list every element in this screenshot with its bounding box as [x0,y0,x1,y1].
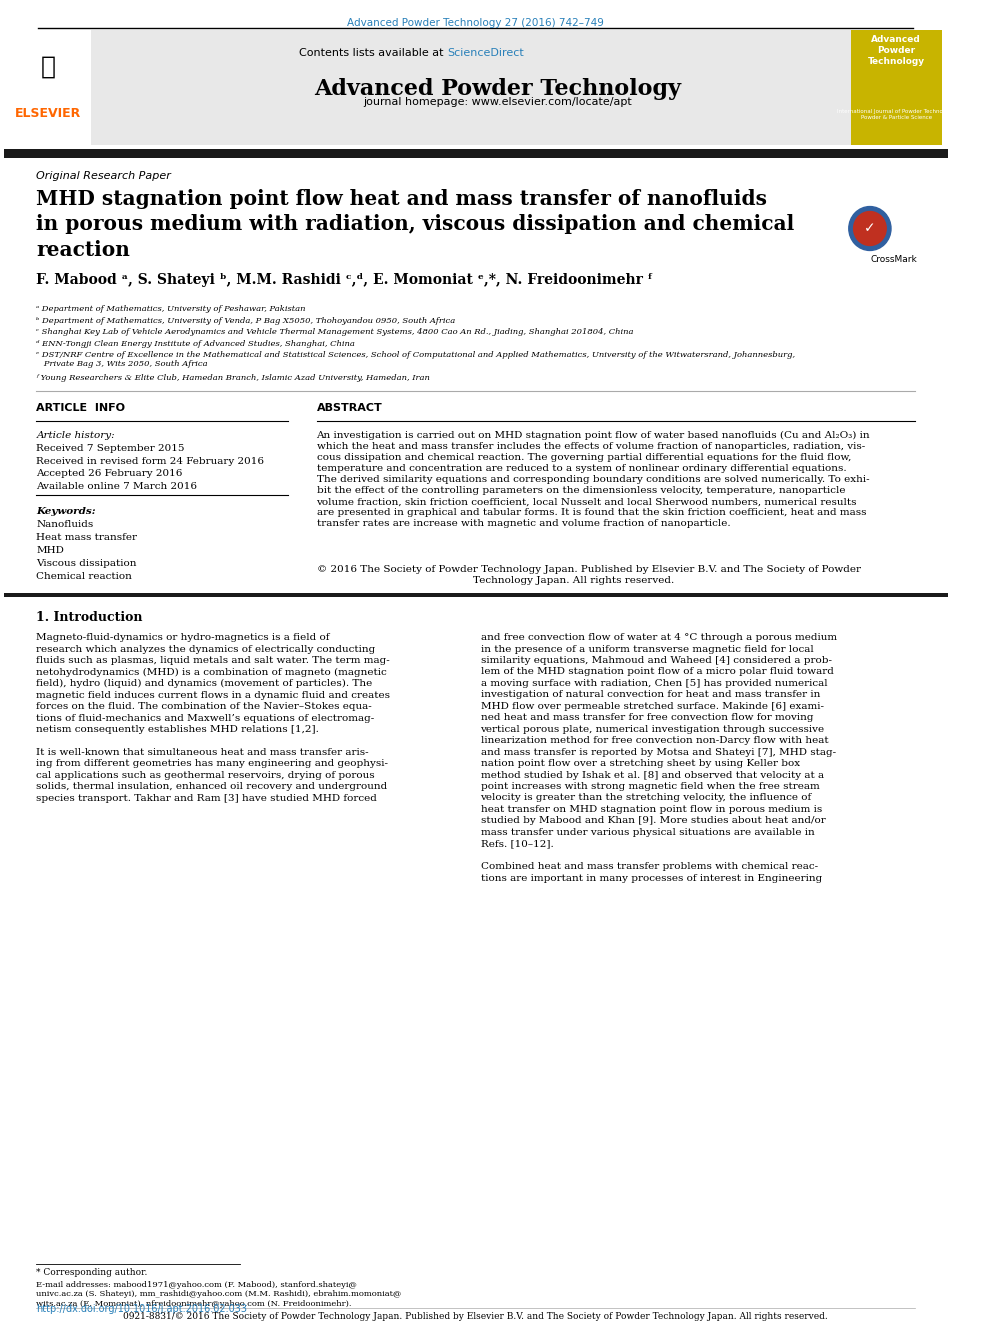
Text: ABSTRACT: ABSTRACT [316,402,382,413]
Bar [4,593,947,597]
Text: ✓: ✓ [864,221,876,235]
Text: Advanced Powder Technology: Advanced Powder Technology [313,78,681,99]
Text: Viscous dissipation: Viscous dissipation [37,560,137,569]
Text: Contents lists available at: Contents lists available at [299,48,447,58]
Text: Received 7 September 2015: Received 7 September 2015 [37,443,185,452]
Text: ᶠ Young Researchers & Elite Club, Hamedan Branch, Islamic Azad University, Hamed: ᶠ Young Researchers & Elite Club, Hameda… [37,374,431,382]
Text: CrossMark: CrossMark [871,255,918,265]
Text: Advanced Powder Technology 27 (2016) 742–749: Advanced Powder Technology 27 (2016) 742… [347,19,604,28]
FancyBboxPatch shape [5,30,91,144]
Text: ELSEVIER: ELSEVIER [15,107,81,120]
Text: 0921-8831/© 2016 The Society of Powder Technology Japan. Published by Elsevier B: 0921-8831/© 2016 The Society of Powder T… [123,1312,828,1322]
Text: Nanofluids: Nanofluids [37,520,93,529]
Text: ScienceDirect: ScienceDirect [447,48,524,58]
Text: Accepted 26 February 2016: Accepted 26 February 2016 [37,470,183,479]
Text: An investigation is carried out on MHD stagnation point flow of water based nano: An investigation is carried out on MHD s… [316,430,870,528]
Text: Original Research Paper: Original Research Paper [37,171,172,181]
Text: Magneto-fluid-dynamics or hydro-magnetics is a field of
research which analyzes : Magneto-fluid-dynamics or hydro-magnetic… [37,634,391,803]
Text: journal homepage: www.elsevier.com/locate/apt: journal homepage: www.elsevier.com/locat… [363,97,632,107]
Text: Article history:: Article history: [37,430,115,439]
Text: Received in revised form 24 February 2016: Received in revised form 24 February 201… [37,456,265,466]
Text: ARTICLE  INFO: ARTICLE INFO [37,402,125,413]
Text: E-mail addresses: mabood1971@yahoo.com (F. Mabood), stanford.shateyi@
univc.ac.z: E-mail addresses: mabood1971@yahoo.com (… [37,1281,402,1307]
Text: ᵇ Department of Mathematics, University of Venda, P Bag X5050, Thohoyandou 0950,: ᵇ Department of Mathematics, University … [37,316,455,325]
Text: ᵃ Department of Mathematics, University of Peshawar, Pakistan: ᵃ Department of Mathematics, University … [37,306,306,314]
Text: * Corresponding author.: * Corresponding author. [37,1269,148,1277]
Text: Keywords:: Keywords: [37,508,96,516]
Text: MHD stagnation point flow heat and mass transfer of nanofluids
in porous medium : MHD stagnation point flow heat and mass … [37,189,795,259]
Bar [4,148,947,157]
FancyBboxPatch shape [24,30,923,144]
Circle shape [853,212,886,246]
Text: Available online 7 March 2016: Available online 7 March 2016 [37,483,197,491]
Text: F. Mabood ᵃ, S. Shateyi ᵇ, M.M. Rashidi ᶜ,ᵈ, E. Momoniat ᵉ,*, N. Freidoonimehr ᶠ: F. Mabood ᵃ, S. Shateyi ᵇ, M.M. Rashidi … [37,274,654,287]
Text: and free convection flow of water at 4 °C through a porous medium
in the presenc: and free convection flow of water at 4 °… [480,634,836,882]
Text: http://dx.doi.org/10.1016/j.apt.2016.02.033: http://dx.doi.org/10.1016/j.apt.2016.02.… [37,1304,247,1314]
Text: 🌿: 🌿 [41,54,56,79]
Text: Chemical reaction: Chemical reaction [37,573,132,581]
Text: MHD: MHD [37,546,64,556]
FancyBboxPatch shape [851,30,941,144]
Text: ᶜ Shanghai Key Lab of Vehicle Aerodynamics and Vehicle Thermal Management System: ᶜ Shanghai Key Lab of Vehicle Aerodynami… [37,328,634,336]
Text: Heat mass transfer: Heat mass transfer [37,533,138,542]
Text: ᵉ DST/NRF Centre of Excellence in the Mathematical and Statistical Sciences, Sch: ᵉ DST/NRF Centre of Excellence in the Ma… [37,351,796,368]
Text: International Journal of Powder Technology,
Powder & Particle Science: International Journal of Powder Technolo… [836,108,956,120]
Text: ᵈ ENN-Tongji Clean Energy Institute of Advanced Studies, Shanghai, China: ᵈ ENN-Tongji Clean Energy Institute of A… [37,340,355,348]
Text: © 2016 The Society of Powder Technology Japan. Published by Elsevier B.V. and Th: © 2016 The Society of Powder Technology … [316,565,860,585]
Text: Advanced
Powder
Technology: Advanced Powder Technology [868,34,925,66]
Circle shape [849,206,891,250]
Text: 1. Introduction: 1. Introduction [37,611,143,624]
